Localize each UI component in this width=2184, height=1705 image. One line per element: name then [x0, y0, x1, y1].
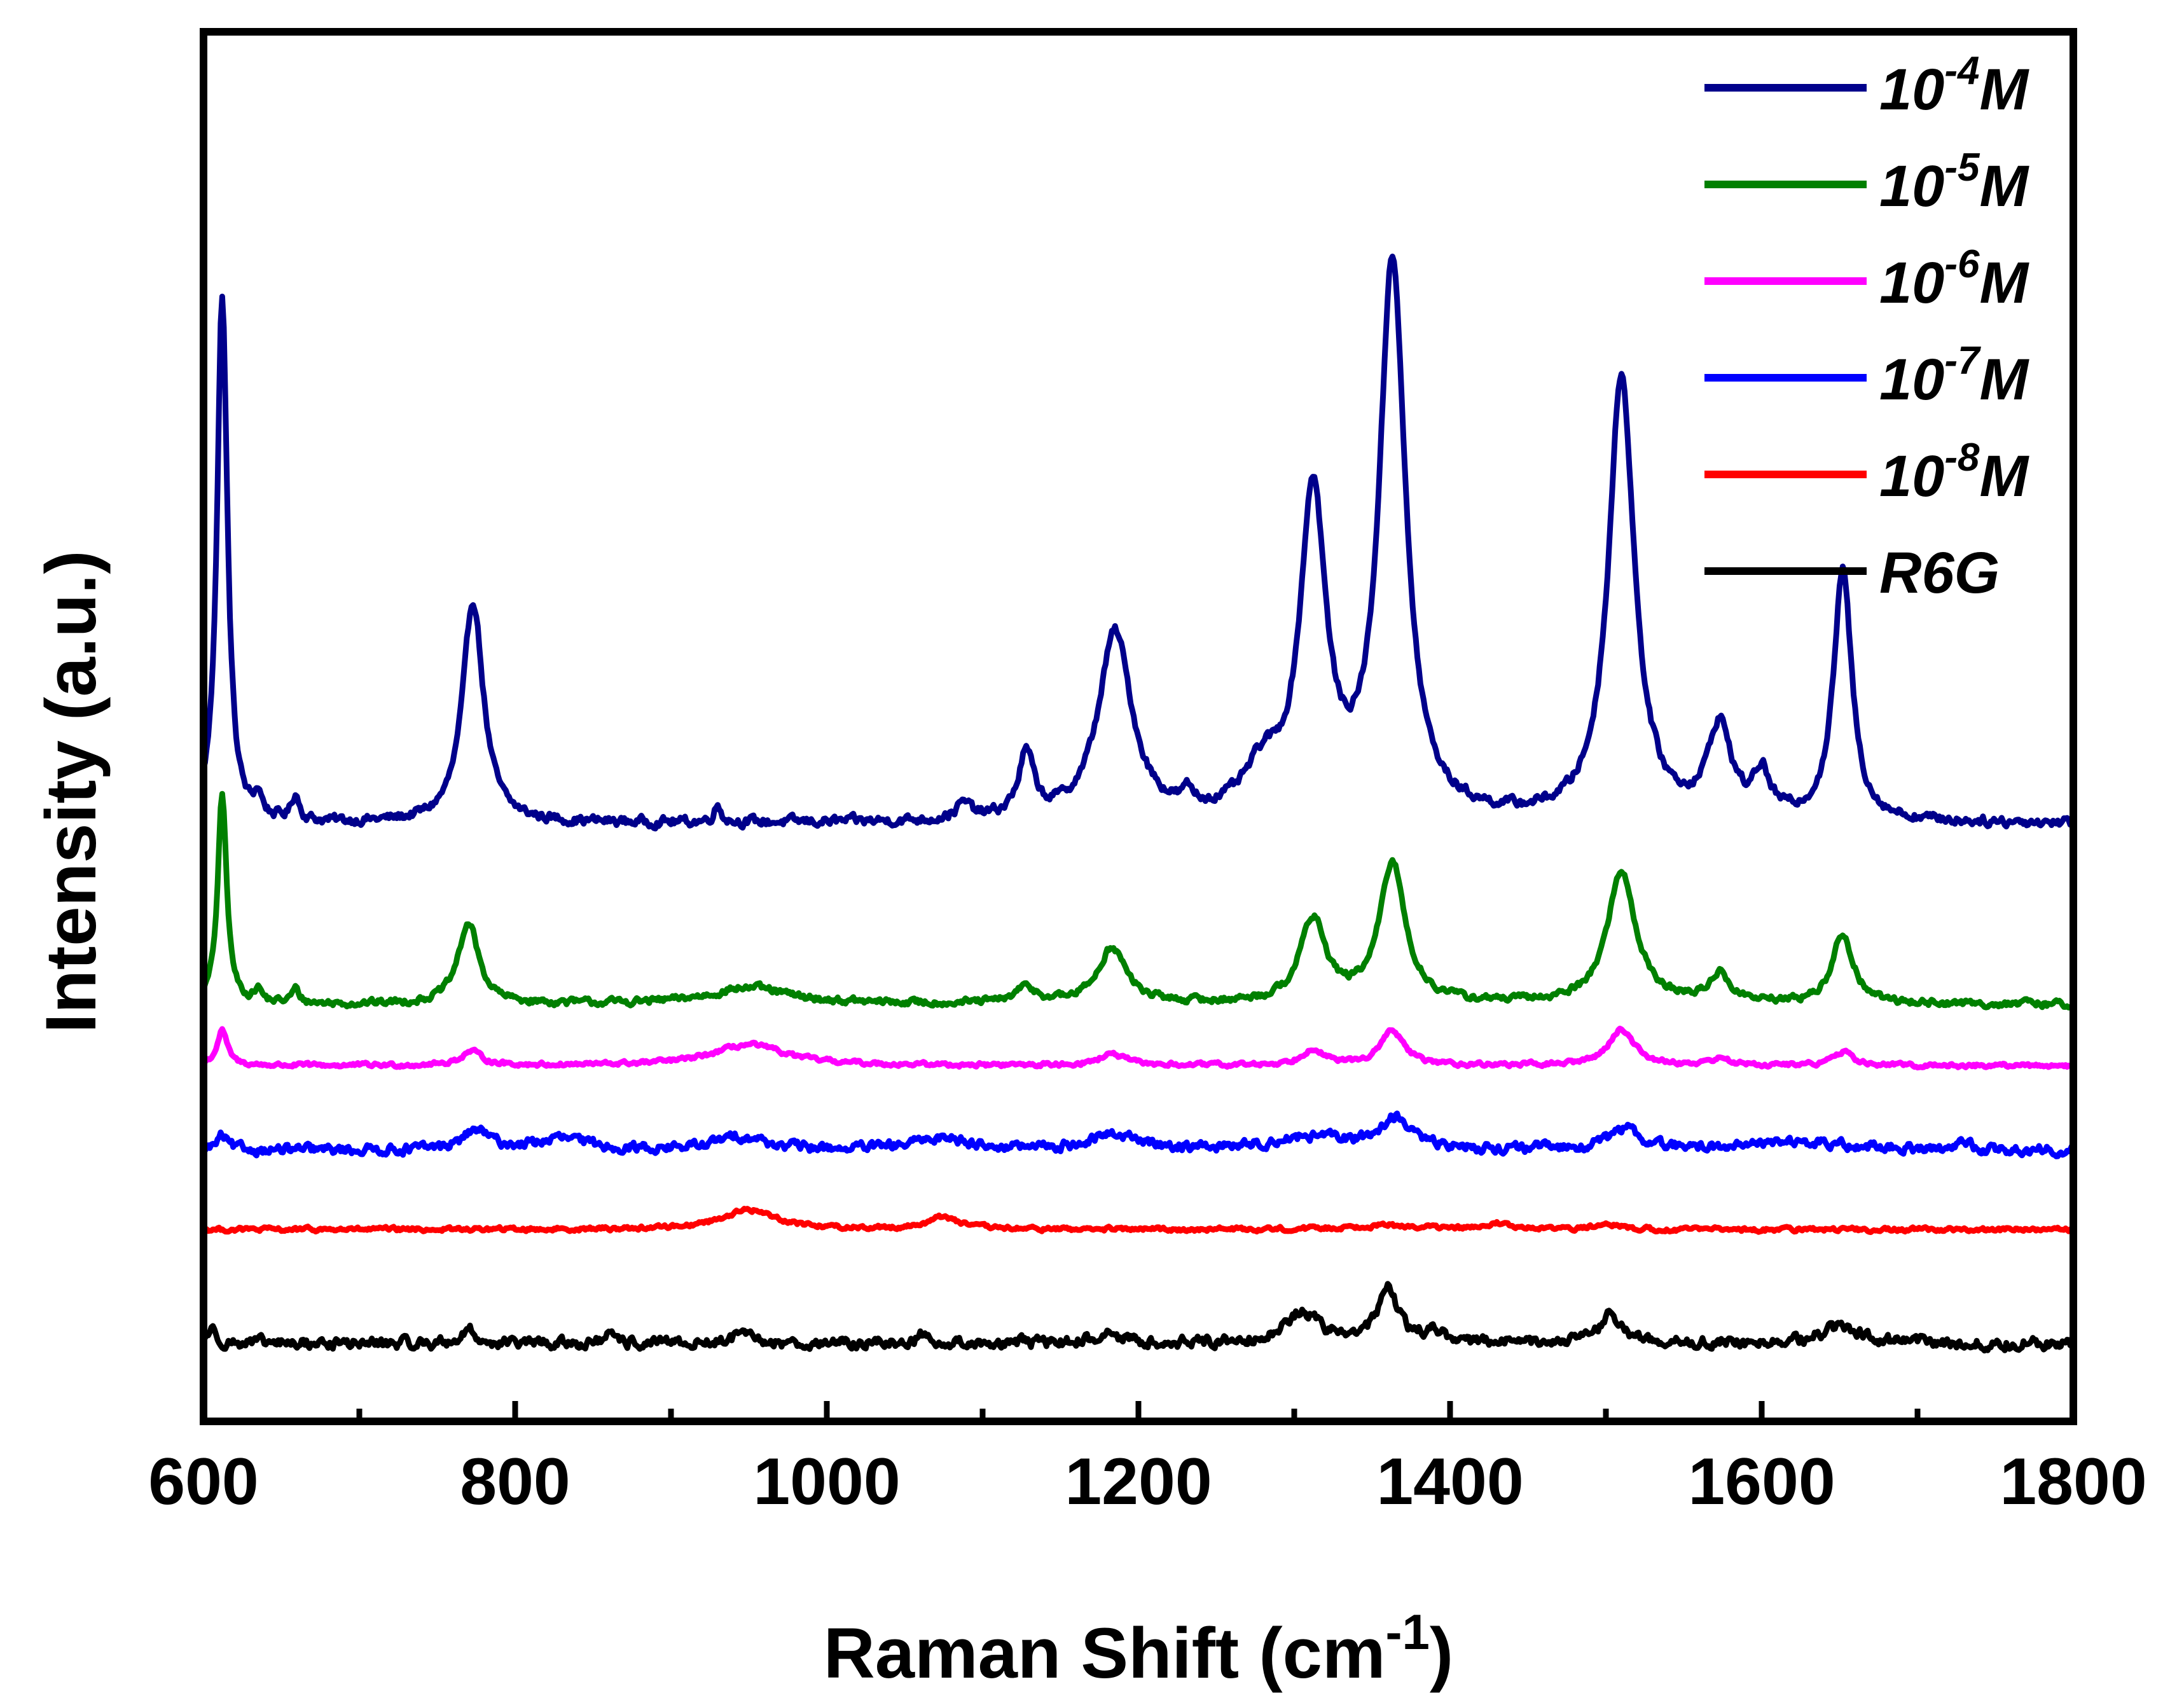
y-axis-title: Intensity (a.u.) [31, 550, 111, 1033]
x-tick-label-800: 800 [460, 1445, 570, 1519]
x-tick-label-600: 600 [148, 1445, 259, 1519]
series-line-4 [200, 1110, 2077, 1159]
x-axis-title-superscript: -1 [1386, 1604, 1430, 1660]
x-axis-title: Raman Shift (cm-1) [824, 1604, 1453, 1693]
x-axis-ticks: 600 800 1000 1200 1400 1600 1800 [148, 1401, 2147, 1519]
series-line-5 [200, 1206, 2077, 1235]
series-line-3 [200, 1025, 2077, 1071]
legend: 10-4M 10-5M 10-6M 10-7M 10-8M R6G [1704, 49, 2029, 605]
x-tick-label-1200: 1200 [1065, 1445, 1212, 1519]
legend-label-5: 10-8M [1879, 436, 2029, 509]
series-line-1 [200, 253, 2077, 832]
series-layer [200, 253, 2077, 1354]
series-line-2 [200, 790, 2077, 1011]
legend-label-1: 10-4M [1879, 49, 2029, 122]
legend-label-6: R6G [1879, 541, 2000, 605]
legend-label-3: 10-6M [1879, 242, 2029, 315]
x-tick-label-1600: 1600 [1688, 1445, 1835, 1519]
plot-frame [200, 28, 2077, 1425]
x-tick-label-1000: 1000 [753, 1445, 900, 1519]
x-tick-label-1800: 1800 [2000, 1445, 2146, 1519]
series-line-6 [200, 1281, 2077, 1354]
x-axis-title-close: ) [1430, 1613, 1453, 1693]
x-axis-title-main: Raman Shift (cm [824, 1613, 1386, 1693]
legend-label-4: 10-7M [1879, 339, 2029, 412]
legend-label-2: 10-5M [1879, 146, 2029, 219]
x-tick-label-1400: 1400 [1376, 1445, 1523, 1519]
